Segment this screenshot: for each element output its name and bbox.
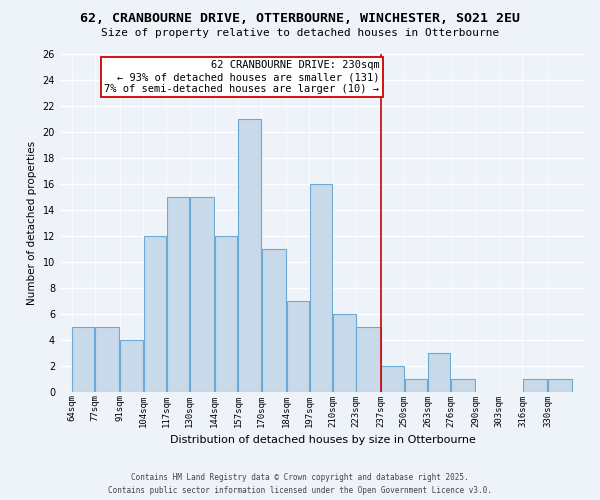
Text: 62 CRANBOURNE DRIVE: 230sqm
← 93% of detached houses are smaller (131)
7% of sem: 62 CRANBOURNE DRIVE: 230sqm ← 93% of det… — [104, 60, 379, 94]
Text: Contains HM Land Registry data © Crown copyright and database right 2025.
Contai: Contains HM Land Registry data © Crown c… — [108, 474, 492, 495]
Bar — [120, 340, 143, 392]
Text: 62, CRANBOURNE DRIVE, OTTERBOURNE, WINCHESTER, SO21 2EU: 62, CRANBOURNE DRIVE, OTTERBOURNE, WINCH… — [80, 12, 520, 26]
Bar — [382, 366, 404, 392]
Bar — [215, 236, 238, 392]
Text: Size of property relative to detached houses in Otterbourne: Size of property relative to detached ho… — [101, 28, 499, 38]
Bar — [451, 378, 475, 392]
Bar — [333, 314, 356, 392]
Bar — [405, 378, 427, 392]
Bar — [428, 352, 451, 392]
Bar — [548, 378, 572, 392]
Bar — [190, 197, 214, 392]
Bar — [356, 326, 380, 392]
Bar — [143, 236, 166, 392]
Bar — [95, 326, 119, 392]
Bar — [72, 326, 94, 392]
Bar — [287, 300, 309, 392]
Bar — [238, 119, 261, 392]
Bar — [167, 197, 189, 392]
Bar — [523, 378, 547, 392]
Bar — [310, 184, 332, 392]
Bar — [262, 249, 286, 392]
X-axis label: Distribution of detached houses by size in Otterbourne: Distribution of detached houses by size … — [170, 435, 475, 445]
Y-axis label: Number of detached properties: Number of detached properties — [27, 141, 37, 305]
